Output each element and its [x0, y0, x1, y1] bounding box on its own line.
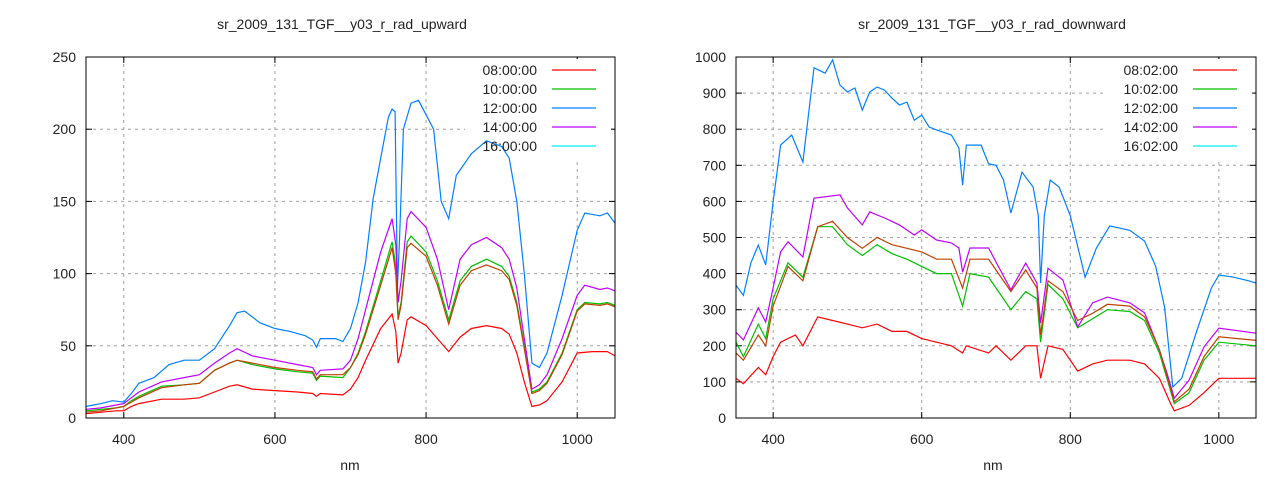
- y-tick-label: 100: [703, 374, 727, 390]
- y-tick-label: 0: [68, 410, 76, 426]
- plot-border: [85, 56, 616, 419]
- plot-downward: 0 100 200 300 400 500 600 700 800 900 1000 400 600 80…: [695, 49, 1257, 447]
- series-line-08-02-00: [736, 316, 1256, 412]
- x-axis-label-upward: nm: [340, 457, 360, 473]
- y-tick-label: 50: [60, 338, 76, 354]
- legend-label: 08:02:00: [1124, 62, 1179, 78]
- plot-upward: 0 50 100 150 200 250 400 600 800 1000 08:00:00 10:0…: [53, 49, 616, 447]
- y-tick-label: 150: [53, 193, 77, 209]
- series-line-16-00-00: [86, 242, 615, 413]
- legend-label: 10:02:00: [1124, 81, 1179, 97]
- y-tick-label: 200: [703, 338, 727, 354]
- series-line-16-02-00: [736, 220, 1256, 403]
- y-tick-label: 1000: [695, 49, 726, 65]
- y-tick-label: 900: [703, 85, 727, 101]
- y-tick-label: 800: [703, 121, 727, 137]
- series-line-08-00-00: [86, 312, 615, 415]
- legend-label: 16:00:00: [483, 138, 538, 154]
- legend-label: 08:00:00: [483, 62, 538, 78]
- legend-label: 10:00:00: [483, 81, 538, 97]
- series-line-14-00-00: [86, 210, 615, 410]
- series-line-14-02-00: [736, 194, 1256, 400]
- y-tick-label: 500: [703, 230, 727, 246]
- series-line-12-00-00: [86, 99, 615, 407]
- series-line-10-02-00: [736, 226, 1256, 405]
- plot-border: [735, 56, 1257, 419]
- legend-label: 16:02:00: [1124, 138, 1179, 154]
- chart-title-upward: sr_2009_131_TGF__y03_r_rad_upward: [217, 16, 467, 32]
- x-axis-label-downward: nm: [983, 457, 1003, 473]
- chart-title-downward: sr_2009_131_TGF__y03_r_rad_downward: [858, 16, 1126, 32]
- x-tick-label: 800: [414, 431, 438, 447]
- y-tick-label: 600: [703, 193, 727, 209]
- y-tick-label: 250: [53, 49, 77, 65]
- y-tick-label: 700: [703, 157, 727, 173]
- legend-background: [1106, 59, 1252, 159]
- y-tick-label: 300: [703, 302, 727, 318]
- series-line-12-02-00: [736, 58, 1256, 389]
- x-tick-label: 400: [112, 431, 136, 447]
- x-tick-label: 600: [263, 431, 287, 447]
- y-tick-label: 200: [53, 121, 77, 137]
- legend-label: 14:02:00: [1124, 119, 1179, 135]
- x-tick-label: 400: [761, 431, 785, 447]
- x-tick-label: 1000: [1203, 431, 1234, 447]
- y-tick-label: 400: [703, 266, 727, 282]
- series-line-10-00-00: [86, 235, 615, 412]
- x-tick-label: 800: [1059, 431, 1083, 447]
- x-tick-label: 1000: [562, 431, 593, 447]
- y-tick-label: 100: [53, 266, 77, 282]
- y-tick-label: 0: [718, 410, 726, 426]
- x-tick-label: 600: [910, 431, 934, 447]
- legend-label: 14:00:00: [483, 119, 538, 135]
- legend-label: 12:02:00: [1124, 100, 1179, 116]
- legend-label: 12:00:00: [483, 100, 538, 116]
